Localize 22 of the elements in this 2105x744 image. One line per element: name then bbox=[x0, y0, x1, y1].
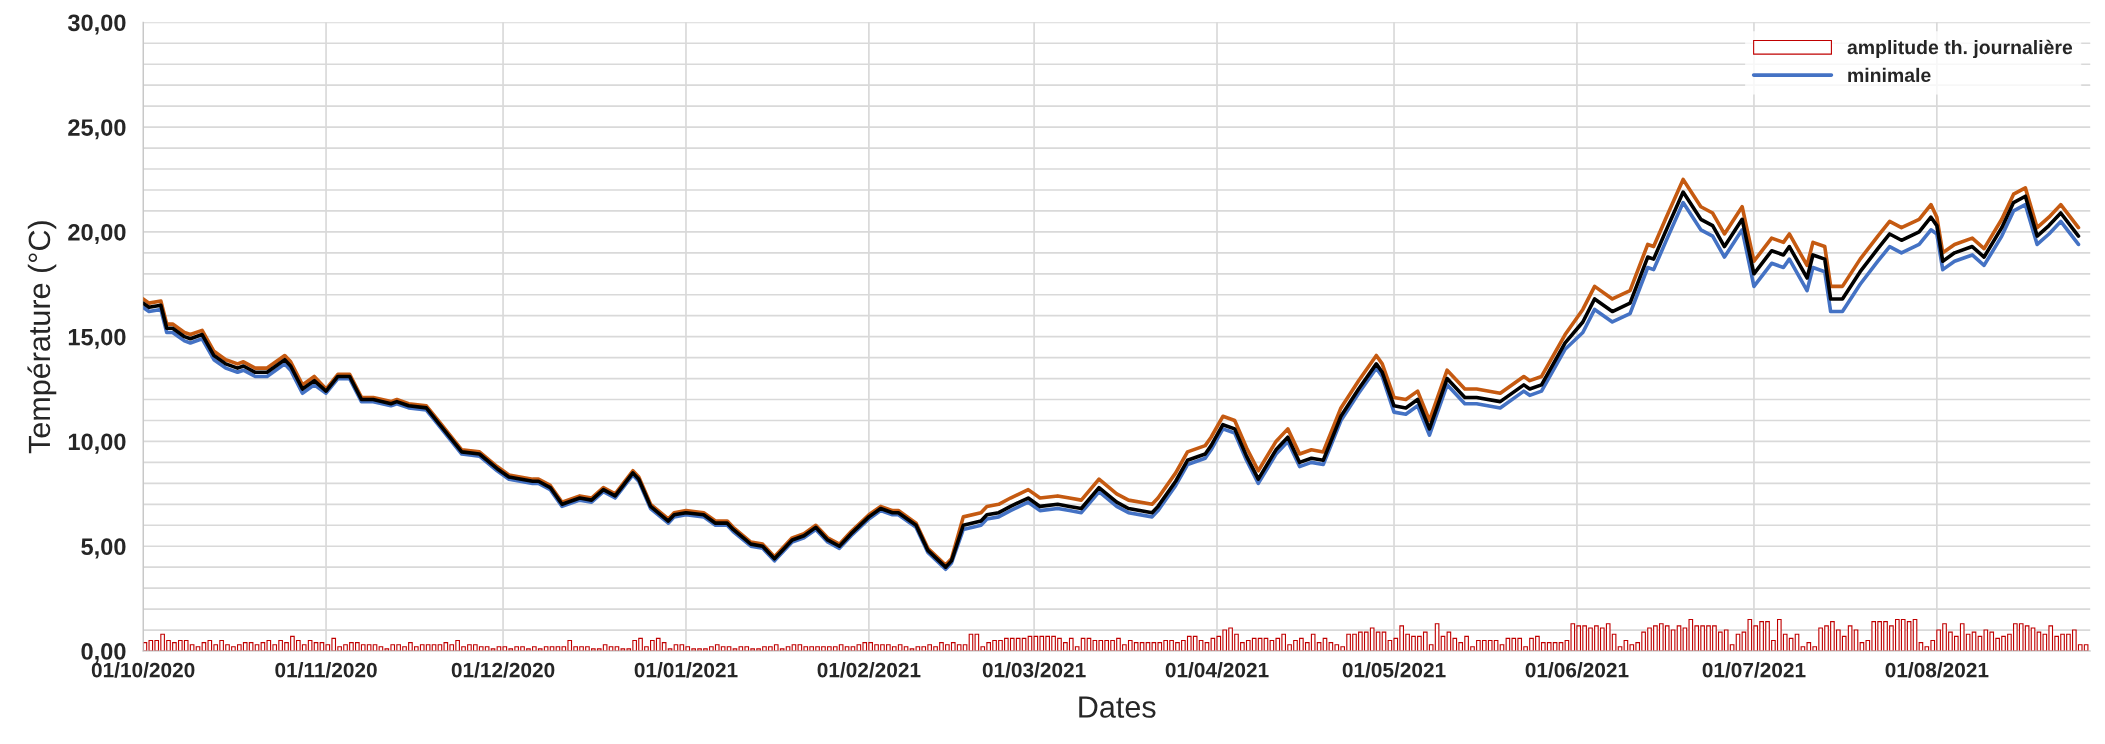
legend-label: minimale bbox=[1848, 67, 1931, 83]
y-axis-title: Température (°C) bbox=[27, 221, 57, 454]
x-tick-label: 01/05/2021 bbox=[1342, 662, 1446, 678]
y-tick-label: 25,00 bbox=[68, 119, 126, 140]
y-tick-label: 15,00 bbox=[68, 328, 126, 349]
x-tick-label: 01/02/2021 bbox=[817, 662, 921, 678]
y-tick-label: 10,00 bbox=[68, 433, 126, 454]
x-tick-label: 01/08/2021 bbox=[1885, 662, 1989, 678]
x-tick-label: 01/03/2021 bbox=[982, 662, 1086, 678]
x-tick-label: 01/10/2020 bbox=[91, 662, 195, 678]
y-tick-label: 5,00 bbox=[81, 538, 126, 559]
y-tick-label: 20,00 bbox=[68, 223, 126, 245]
legend-label: amplitude th. journalière bbox=[1847, 39, 2073, 59]
x-tick-label: 01/12/2020 bbox=[451, 662, 555, 678]
x-tick-label: 01/04/2021 bbox=[1165, 662, 1269, 678]
y-tick-label: 0,00 bbox=[81, 643, 126, 664]
x-tick-label: 01/07/2021 bbox=[1702, 662, 1806, 678]
x-tick-label: 01/11/2020 bbox=[275, 662, 377, 678]
y-tick-label: 30,00 bbox=[67, 14, 126, 35]
x-tick-label: 01/01/2021 bbox=[634, 662, 738, 678]
x-axis-title: Dates bbox=[1079, 696, 1156, 718]
x-tick-label: 01/06/2021 bbox=[1525, 662, 1629, 678]
